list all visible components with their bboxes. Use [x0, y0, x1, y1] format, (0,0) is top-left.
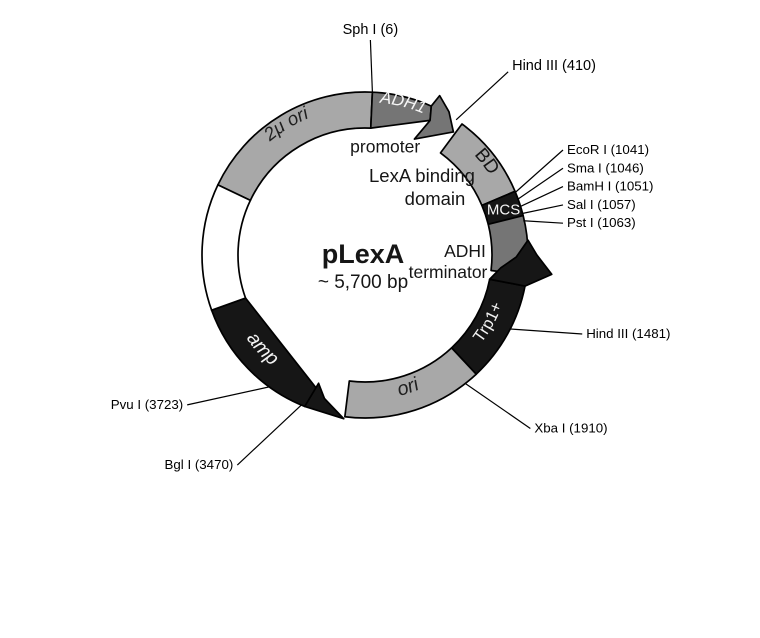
svg-text:Hind III (410): Hind III (410): [512, 58, 596, 74]
svg-text:Bgl I (3470): Bgl I (3470): [165, 457, 234, 472]
svg-text:promoter: promoter: [350, 136, 420, 156]
svg-text:Sma I (1046): Sma I (1046): [567, 160, 644, 175]
svg-text:MCS: MCS: [487, 201, 520, 218]
svg-text:pLexA: pLexA: [322, 239, 405, 269]
svg-text:BamH I (1051): BamH I (1051): [567, 179, 653, 194]
svg-text:domain: domain: [405, 188, 466, 209]
svg-text:Sph I (6): Sph I (6): [343, 22, 399, 38]
svg-text:ADHI: ADHI: [444, 241, 486, 261]
svg-text:Xba I (1910): Xba I (1910): [534, 420, 607, 435]
svg-text:Pst I (1063): Pst I (1063): [567, 215, 636, 230]
svg-text:LexA binding: LexA binding: [369, 165, 475, 186]
svg-text:~ 5,700 bp: ~ 5,700 bp: [318, 272, 408, 293]
svg-text:Sal I (1057): Sal I (1057): [567, 197, 636, 212]
svg-text:Pvu I (3723): Pvu I (3723): [111, 397, 183, 412]
svg-text:terminator: terminator: [409, 262, 488, 282]
svg-text:EcoR I (1041): EcoR I (1041): [567, 142, 649, 157]
svg-text:Hind III (1481): Hind III (1481): [586, 326, 670, 341]
